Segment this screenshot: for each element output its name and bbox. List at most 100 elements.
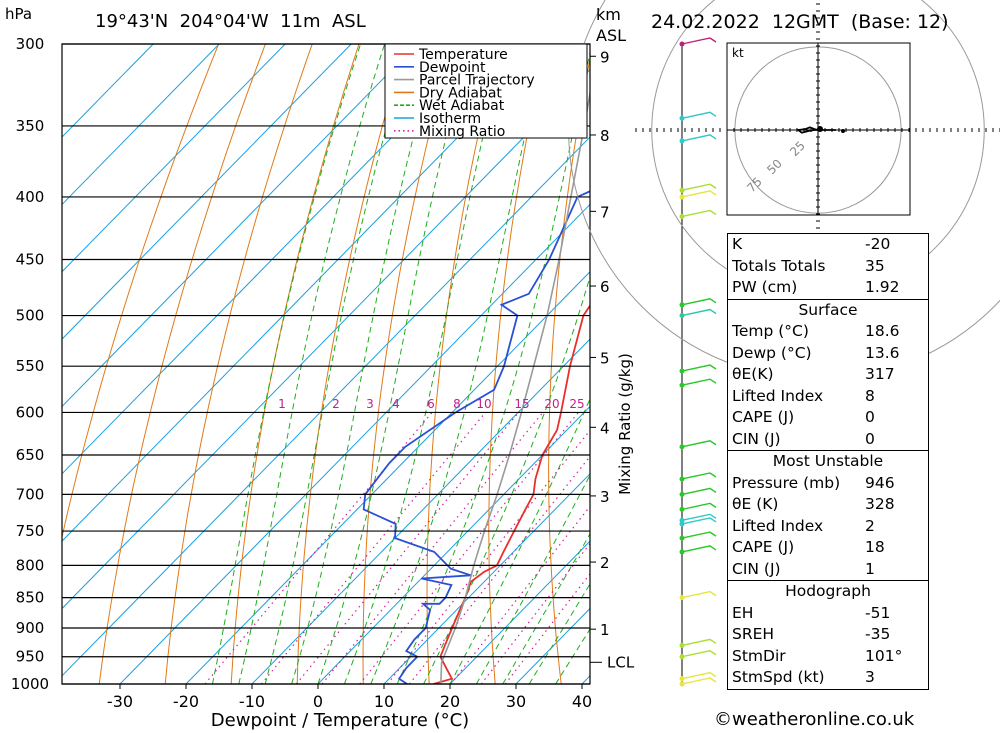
- legend-label: Parcel Trajectory: [419, 73, 535, 89]
- indices-panel: K -20 Totals Totals 35 PW (cm) 1.92 Surface T…: [727, 233, 929, 690]
- isotherm-line: [62, 44, 550, 542]
- wind-barb: [681, 308, 717, 317]
- km-tick-label: 9: [600, 48, 610, 66]
- km-tick-label: 4: [600, 419, 610, 437]
- isotherm-line: [62, 136, 590, 677]
- lcl-label: LCL: [607, 653, 635, 671]
- mixing-ratio-line: [480, 542, 590, 684]
- isotherm-line: [62, 44, 220, 206]
- wind-barb: [681, 298, 717, 306]
- surface-value: 13.6: [865, 343, 900, 362]
- hodograph-rows: EH -51 SREH -35 StmDir 101° StmSpd (kt) 3: [728, 603, 928, 689]
- x-tick-label: 40: [572, 692, 592, 711]
- most-unstable-value: 946: [865, 473, 895, 492]
- hodograph-value: -51: [865, 603, 891, 622]
- dry-adiabat-line: [920, 26, 1000, 710]
- surface-value: 317: [865, 365, 895, 383]
- legend-label: Isotherm: [419, 111, 481, 127]
- x-tick-label: 30: [506, 692, 526, 711]
- wind-barb: [681, 364, 717, 372]
- wet-adiabat-line: [211, 44, 362, 684]
- hodograph-row: StmDir 101°: [728, 646, 928, 668]
- pressure-tick-label: 800: [16, 556, 45, 574]
- km-tick-label: 1: [600, 621, 610, 639]
- most-unstable-value: 18: [865, 538, 885, 556]
- dry-adiabat-line: [426, 44, 500, 684]
- wind-barb: [681, 487, 717, 496]
- wet-adiabat-line: [343, 44, 506, 684]
- mixing-ratio-label: 25: [569, 397, 584, 411]
- hodograph-value: 3: [865, 668, 875, 686]
- pressure-tick-label: 300: [16, 35, 45, 53]
- most-unstable-key: CAPE (J): [732, 538, 795, 556]
- pressure-tick-label: 850: [16, 589, 45, 607]
- indices-rows: K -20 Totals Totals 35 PW (cm) 1.92: [728, 234, 928, 299]
- temperature-line: [433, 304, 590, 684]
- pressure-tick-label: 550: [16, 357, 45, 375]
- most-unstable-row: Pressure (mb) 946: [728, 473, 928, 495]
- isotherm-line: [251, 338, 590, 684]
- wind-barb: [681, 545, 717, 553]
- wet-adiabat-line: [238, 44, 386, 684]
- wind-barb: [681, 209, 717, 218]
- asl-label: ASL: [596, 26, 627, 45]
- wind-barb: [681, 502, 717, 511]
- index-row: K -20: [728, 234, 928, 256]
- surface-key: Lifted Index: [732, 386, 824, 405]
- most-unstable-row: CIN (J) 1: [728, 559, 928, 581]
- pressure-tick-label: 1000: [11, 675, 49, 693]
- index-key: Totals Totals: [732, 256, 826, 275]
- wet-adiabat-line: [396, 50, 590, 684]
- wind-barb: [681, 472, 717, 480]
- index-value: 1.92: [865, 278, 900, 296]
- surface-title: Surface: [728, 298, 928, 322]
- mixing-ratio-line: [359, 412, 579, 684]
- mixing-ratio-line: [386, 429, 590, 684]
- x-tick-label: 20: [440, 692, 460, 711]
- hodograph-value: 101°: [865, 646, 903, 665]
- surface-row: Lifted Index 8: [728, 386, 928, 408]
- wind-barb: [681, 590, 717, 599]
- most-unstable-value: 2: [865, 516, 875, 535]
- pressure-unit-label: hPa: [5, 5, 33, 23]
- isotherm-line: [449, 540, 590, 684]
- mixing-ratio-line: [295, 412, 519, 684]
- index-key: K: [732, 235, 743, 253]
- surface-row: CAPE (J) 0: [728, 407, 928, 429]
- wet-adiabat-line: [475, 474, 590, 684]
- surface-row: Temp (°C) 18.6: [728, 321, 928, 343]
- wind-barb: [681, 440, 717, 448]
- surface-value: 8: [865, 386, 875, 405]
- datetime-label: 24.02.2022 12GMT (Base: 12): [651, 11, 949, 33]
- km-tick-label: 6: [600, 278, 610, 296]
- mixing-ratio-axis-title: Mixing Ratio (g/kg): [616, 353, 634, 495]
- parcel-trajectory-line: [440, 89, 590, 684]
- isotherm-line: [62, 68, 590, 610]
- pressure-tick-label: 900: [16, 619, 45, 637]
- isotherm-line: [62, 44, 352, 340]
- legend-label: Wet Adiabat: [419, 98, 505, 114]
- isotherm-line: [317, 405, 590, 684]
- surface-value: 0: [865, 408, 875, 426]
- wind-barb: [681, 111, 717, 119]
- wet-adiabat-line: [317, 44, 471, 684]
- wind-barb: [681, 638, 717, 647]
- dry-adiabat-line: [488, 44, 547, 684]
- wind-barb: [681, 671, 717, 680]
- plot-frame: [61, 43, 591, 685]
- km-tick-label: 3: [600, 488, 610, 506]
- most-unstable-value: 328: [865, 495, 895, 513]
- mixing-ratio-label: 6: [427, 397, 435, 411]
- dry-adiabat-line: [62, 44, 220, 540]
- dewpoint-line: [362, 190, 590, 684]
- mixing-ratio-label: 10: [476, 397, 491, 411]
- wind-barb: [681, 531, 717, 539]
- legend-label: Mixing Ratio: [419, 124, 505, 140]
- index-row: Totals Totals 35: [728, 256, 928, 278]
- surface-key: CAPE (J): [732, 408, 795, 426]
- pressure-tick-label: 450: [16, 251, 45, 269]
- mixing-ratio-label: 1: [278, 397, 286, 411]
- pressure-tick-label: 950: [16, 648, 45, 666]
- mixing-ratio-label: 8: [453, 397, 461, 411]
